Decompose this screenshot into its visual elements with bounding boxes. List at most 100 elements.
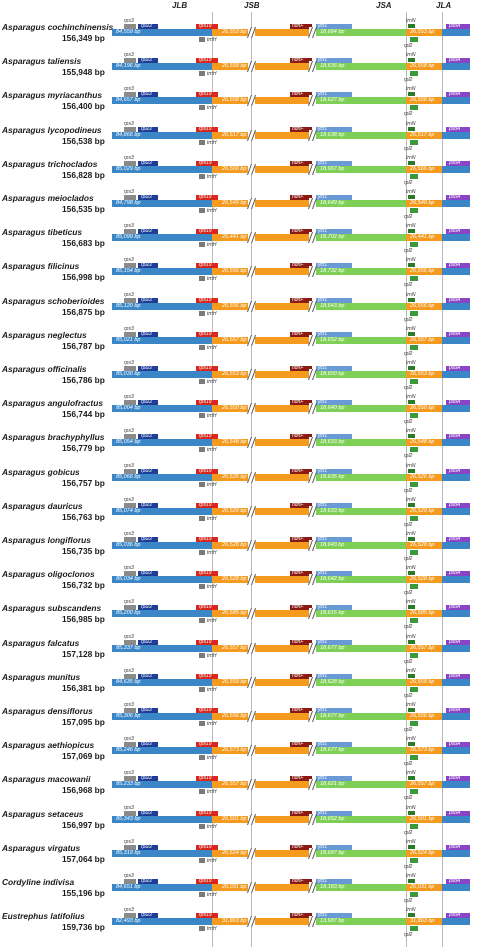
region-ira	[406, 781, 442, 789]
region-ira	[406, 97, 442, 105]
gene-ycf1: ycf1	[316, 537, 352, 542]
species-row-13: Asparagus brachyphyllus 156,779 bp rps3 …	[0, 428, 480, 463]
gene-label-ycf1: ycf1	[318, 570, 328, 577]
gene-label-ndhf: ndhF	[292, 570, 304, 577]
genome-length: 156,997 bp	[62, 819, 105, 830]
gene-label-trnh: trnH	[207, 105, 217, 112]
gene-label-trnn: trnN	[406, 804, 416, 811]
gene-ndhf: ndhF	[290, 912, 312, 919]
break-mark-ssc	[309, 505, 316, 517]
gene-label-rpl2: rpl2	[404, 214, 413, 220]
gene-label-rps3: rps3	[124, 291, 134, 298]
header-jsb: JSB	[244, 1, 260, 10]
gene-label-rps3: rps3	[124, 907, 134, 914]
species-row-25: Asparagus virgatus 157,064 bp rps3 rpl22…	[0, 839, 480, 874]
region-irb-end	[255, 268, 309, 276]
gene-label-rps3: rps3	[124, 360, 134, 366]
region-ira	[406, 576, 442, 584]
species-row-1: Asparagus cochinchinensis 156,349 bp rps…	[0, 18, 480, 53]
gene-rpl2	[410, 276, 418, 282]
region-lsc	[112, 849, 212, 857]
ira-length: 26,559 bp	[410, 678, 435, 685]
gene-psba: psbA	[446, 776, 470, 782]
lsc-length: 84,651 bp	[116, 884, 141, 890]
region-irb	[212, 713, 248, 720]
gene-rps19: rps19	[196, 331, 218, 337]
break-mark-irb	[248, 198, 255, 209]
species-name: Asparagus setaceus	[2, 808, 84, 819]
gene-rps19: rps19	[196, 879, 218, 884]
gene-rpl22: rpl22	[138, 672, 158, 679]
gene-label-rps19: rps19	[199, 501, 212, 508]
irb-length: 26,501 bp	[222, 815, 247, 822]
gene-psba: psbA	[446, 400, 470, 406]
gene-label-rpl22: rpl22	[141, 672, 153, 679]
region-lsc	[112, 815, 212, 823]
header-jlb: JLB	[172, 1, 188, 10]
gene-ndhf: ndhF	[290, 844, 312, 850]
ssc-length: 18,621 bp	[320, 781, 345, 788]
gene-label-rpl2: rpl2	[404, 556, 413, 562]
gene-ycf1: ycf1	[316, 24, 352, 29]
region-ira	[406, 747, 442, 755]
region-irb-end	[255, 371, 309, 378]
gene-trnn	[408, 605, 415, 610]
gene-trnh	[199, 584, 205, 590]
region-lsc-right	[442, 200, 470, 207]
genome-length: 156,787 bp	[62, 340, 105, 351]
gene-psba: psbA	[446, 434, 470, 440]
species-name: Asparagus schoberioides	[2, 295, 105, 306]
gene-label-trnh: trnH	[207, 755, 217, 762]
gene-label-rpl2: rpl2	[404, 487, 413, 494]
region-ssc	[316, 268, 406, 276]
region-lsc	[112, 234, 212, 242]
gene-label-ycf1: ycf1	[318, 467, 328, 474]
gene-label-rpl2: rpl2	[404, 898, 413, 904]
gene-label-trnn: trnN	[406, 360, 416, 366]
gene-label-ndhf: ndhF	[292, 809, 304, 816]
region-irb-end	[255, 234, 309, 242]
region-lsc	[112, 405, 212, 413]
gene-label-psba: psbA	[449, 912, 461, 919]
species-row-23: Asparagus macowanii 156,968 bp rps3 rpl2…	[0, 770, 480, 805]
ira-length: 26,553 bp	[410, 371, 435, 377]
region-irb	[212, 405, 248, 413]
gene-label-rps3: rps3	[124, 496, 134, 503]
gene-label-rpl2: rpl2	[404, 419, 413, 426]
break-mark-irb	[248, 437, 255, 449]
ssc-length: 18,642 bp	[320, 576, 345, 583]
gene-label-rps3: rps3	[124, 565, 134, 572]
gene-trnn	[408, 263, 415, 268]
irb-length: 26,529 bp	[222, 507, 247, 514]
gene-label-trnh: trnH	[207, 515, 217, 522]
gene-trnh	[199, 173, 205, 179]
species-row-18: Asparagus subscandens 156,985 bp rps3 rp…	[0, 599, 480, 634]
gene-label-trnh: trnH	[207, 344, 217, 351]
gene-label-ycf1: ycf1	[318, 433, 328, 440]
gene-rps19: rps19	[196, 263, 218, 269]
gene-psba: psbA	[446, 263, 470, 269]
gene-label-rpl22: rpl22	[141, 194, 153, 200]
gene-rps19: rps19	[196, 776, 218, 782]
gene-label-trnh: trnH	[207, 857, 217, 864]
gene-rpl2	[410, 208, 418, 213]
species-name: Asparagus virgatus	[2, 842, 81, 853]
gene-rpl22: rpl22	[138, 605, 158, 611]
region-lsc	[112, 29, 212, 36]
gene-ndhf: ndhF	[290, 229, 312, 235]
break-mark-ssc	[309, 779, 316, 791]
species-name: Asparagus angulofractus	[2, 398, 103, 409]
gene-ycf1: ycf1	[316, 810, 352, 816]
region-irb	[212, 371, 248, 378]
region-ira	[406, 713, 442, 720]
gene-rps3	[124, 605, 136, 611]
region-irb-end	[255, 884, 309, 891]
gene-trnn	[408, 126, 415, 131]
species-name: Asparagus gobicus	[2, 466, 80, 477]
gene-label-ndhf: ndhF	[292, 878, 304, 884]
gene-label-ycf1: ycf1	[318, 775, 328, 782]
gene-rpl22: rpl22	[138, 58, 158, 64]
gene-label-ndhf: ndhF	[292, 912, 304, 919]
gene-label-rpl22: rpl22	[141, 330, 153, 337]
